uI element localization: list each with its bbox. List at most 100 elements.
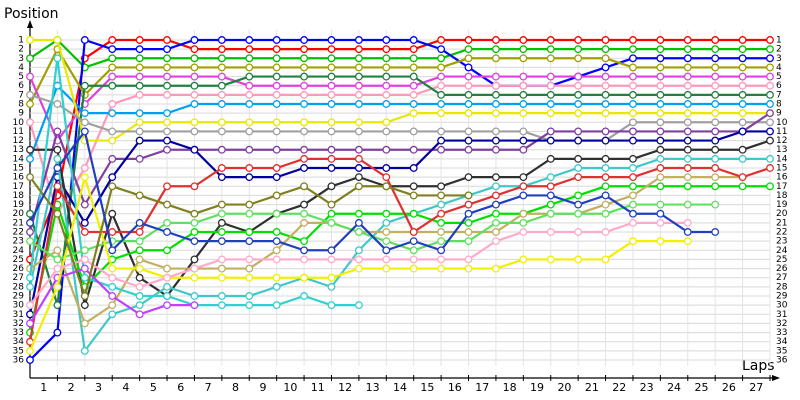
marker: [683, 109, 692, 118]
series-line: [28, 84, 770, 217]
marker: [26, 228, 34, 236]
y-tick-label-right: 33: [776, 328, 787, 338]
marker: [53, 145, 62, 154]
marker: [354, 45, 363, 54]
marker: [108, 228, 117, 236]
marker: [656, 218, 665, 227]
y-tick-label: 6: [18, 81, 24, 91]
marker: [546, 81, 555, 90]
marker: [629, 54, 637, 63]
marker: [80, 301, 89, 310]
x-tick-label: 21: [585, 381, 599, 394]
marker: [601, 173, 610, 182]
x-tick-label: 6: [177, 381, 184, 394]
y-tick-label: 35: [13, 346, 24, 356]
marker: [656, 164, 665, 172]
marker: [245, 292, 254, 300]
marker: [26, 356, 34, 364]
marker: [464, 54, 473, 63]
y-tick-label-right: 24: [776, 246, 788, 256]
y-tick-label: 27: [13, 273, 24, 283]
marker: [245, 45, 254, 54]
y-tick-label: 13: [13, 145, 24, 155]
marker: [135, 45, 144, 54]
marker: [327, 200, 336, 209]
marker: [217, 63, 226, 72]
x-tick-label: 14: [393, 381, 407, 394]
marker: [80, 346, 89, 355]
y-tick-label-right: 1: [776, 36, 782, 46]
y-tick-label: 33: [13, 328, 24, 338]
marker: [217, 237, 226, 246]
marker: [163, 63, 171, 72]
y-tick-label: 28: [13, 282, 25, 292]
marker: [245, 90, 254, 99]
marker: [135, 273, 144, 282]
marker: [409, 63, 418, 72]
marker: [300, 273, 309, 282]
marker: [738, 173, 747, 182]
marker: [409, 45, 418, 54]
marker: [738, 36, 747, 44]
marker: [464, 218, 473, 227]
marker: [382, 72, 391, 81]
marker: [53, 36, 62, 44]
y-tick-label: 23: [13, 237, 24, 247]
marker: [108, 292, 117, 300]
marker: [766, 36, 774, 44]
marker: [491, 218, 500, 227]
marker: [190, 209, 199, 218]
marker: [766, 118, 774, 127]
y-tick-label-right: 21: [776, 218, 787, 228]
marker: [766, 109, 774, 118]
marker: [766, 127, 774, 136]
y-tick-label-right: 22: [776, 228, 787, 238]
marker: [629, 173, 637, 182]
marker: [629, 45, 637, 54]
marker: [327, 282, 336, 291]
marker: [738, 118, 747, 127]
marker: [300, 45, 309, 54]
y-tick-label-right: 19: [776, 200, 788, 210]
marker: [683, 72, 692, 81]
marker: [217, 292, 226, 300]
series-line: [29, 38, 770, 69]
marker: [135, 36, 144, 44]
series-line: [28, 38, 770, 260]
marker: [217, 90, 226, 99]
marker: [327, 90, 336, 99]
marker: [601, 127, 610, 136]
marker: [683, 173, 692, 182]
marker: [190, 81, 199, 90]
marker: [382, 63, 391, 72]
marker: [546, 200, 555, 209]
marker: [272, 255, 281, 264]
marker: [491, 109, 500, 118]
marker: [217, 100, 226, 108]
marker: [546, 136, 555, 145]
marker: [53, 282, 62, 291]
marker: [217, 209, 226, 218]
y-tick-label: 15: [13, 164, 24, 174]
marker: [80, 173, 89, 182]
marker: [190, 228, 199, 236]
y-tick-label-right: 30: [776, 301, 788, 311]
marker: [574, 72, 583, 81]
marker: [190, 264, 199, 273]
series-line: [29, 46, 770, 105]
marker: [711, 72, 720, 81]
x-tick-label: 1: [40, 381, 47, 394]
marker: [519, 127, 528, 136]
marker: [683, 154, 692, 163]
marker: [382, 182, 391, 191]
marker: [437, 100, 446, 108]
marker: [272, 118, 281, 127]
marker: [409, 237, 418, 246]
marker: [601, 255, 610, 264]
marker: [711, 109, 720, 118]
marker: [629, 81, 637, 90]
marker: [464, 36, 473, 44]
marker: [245, 200, 254, 209]
marker: [327, 209, 336, 218]
marker: [135, 282, 144, 291]
